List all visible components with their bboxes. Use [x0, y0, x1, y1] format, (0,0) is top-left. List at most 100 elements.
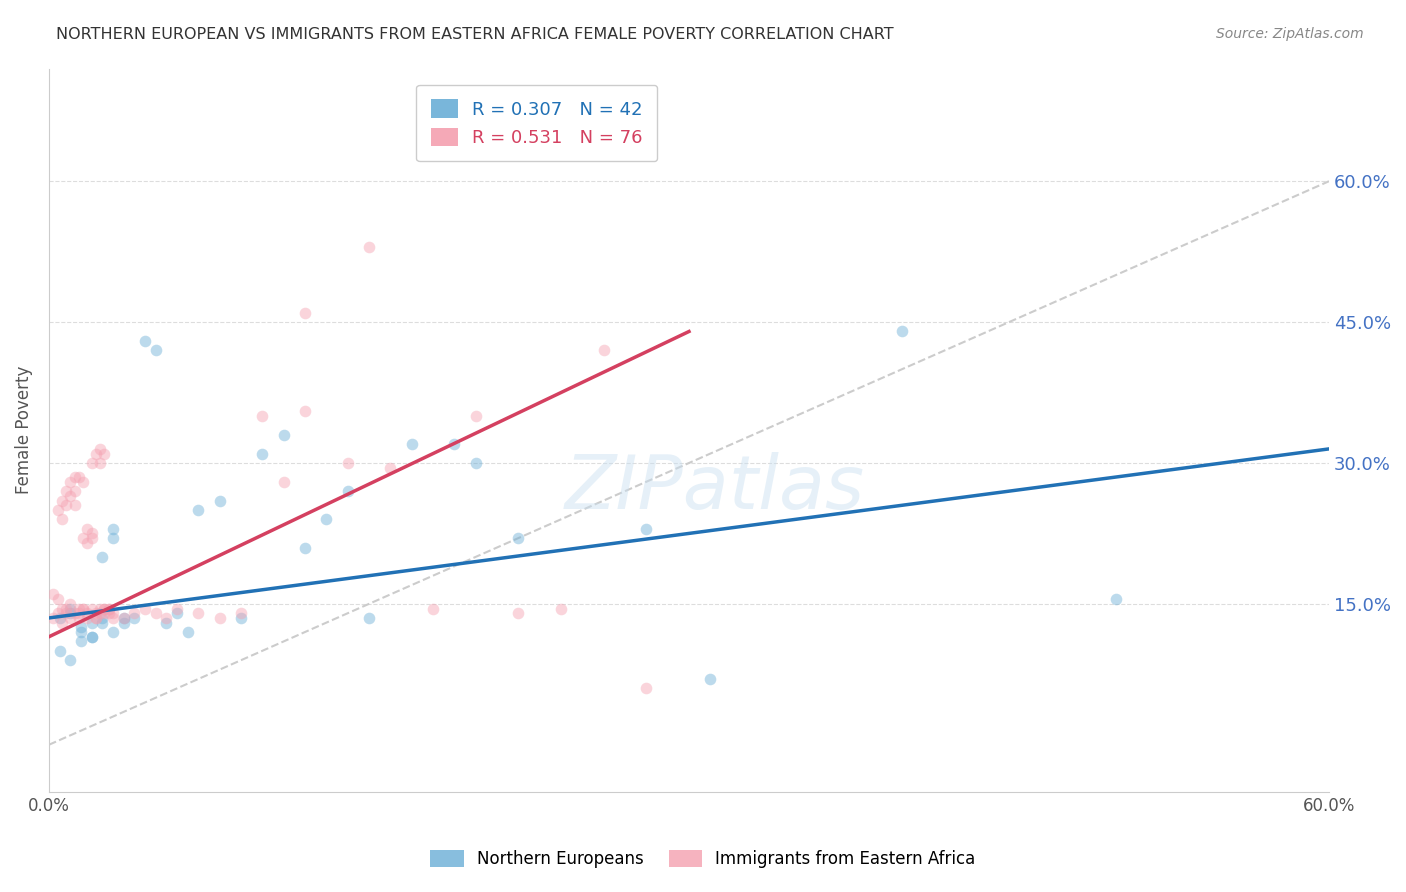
Point	[101, 607, 124, 621]
Point	[699, 672, 721, 686]
Y-axis label: Female Poverty: Female Poverty	[15, 366, 32, 494]
Point	[84, 607, 107, 621]
Point	[229, 611, 252, 625]
Point	[46, 503, 69, 517]
Point	[336, 456, 359, 470]
Point	[357, 611, 380, 625]
Point	[187, 607, 209, 621]
Point	[89, 456, 111, 470]
Point	[72, 601, 94, 615]
Point	[46, 607, 69, 621]
Point	[273, 475, 295, 489]
Point	[443, 437, 465, 451]
Point	[294, 404, 316, 418]
Point	[91, 549, 114, 564]
Point	[273, 427, 295, 442]
Point	[55, 601, 77, 615]
Point	[93, 607, 115, 621]
Point	[134, 601, 156, 615]
Point	[166, 601, 188, 615]
Point	[76, 611, 98, 625]
Point	[124, 611, 146, 625]
Point	[145, 343, 167, 358]
Point	[80, 456, 103, 470]
Point	[155, 611, 177, 625]
Point	[80, 531, 103, 545]
Point	[636, 681, 658, 696]
Point	[97, 601, 120, 615]
Point	[72, 531, 94, 545]
Point	[59, 475, 82, 489]
Point	[72, 475, 94, 489]
Point	[51, 615, 73, 630]
Point	[89, 607, 111, 621]
Point	[101, 522, 124, 536]
Point	[76, 607, 98, 621]
Point	[636, 522, 658, 536]
Point	[294, 306, 316, 320]
Point	[59, 607, 82, 621]
Point	[55, 484, 77, 499]
Point	[101, 531, 124, 545]
Point	[67, 607, 90, 621]
Point	[145, 607, 167, 621]
Point	[80, 601, 103, 615]
Point	[42, 587, 65, 601]
Point	[891, 325, 914, 339]
Point	[101, 611, 124, 625]
Point	[464, 456, 486, 470]
Point	[55, 607, 77, 621]
Text: NORTHERN EUROPEAN VS IMMIGRANTS FROM EASTERN AFRICA FEMALE POVERTY CORRELATION C: NORTHERN EUROPEAN VS IMMIGRANTS FROM EAS…	[56, 27, 894, 42]
Point	[91, 611, 114, 625]
Point	[59, 611, 82, 625]
Point	[252, 409, 274, 423]
Point	[1105, 592, 1128, 607]
Point	[70, 634, 93, 648]
Point	[46, 592, 69, 607]
Point	[63, 470, 86, 484]
Point	[84, 611, 107, 625]
Point	[51, 493, 73, 508]
Point	[229, 607, 252, 621]
Point	[59, 597, 82, 611]
Point	[48, 611, 70, 625]
Point	[59, 489, 82, 503]
Point	[464, 409, 486, 423]
Text: ZIPatlas: ZIPatlas	[565, 452, 865, 524]
Point	[89, 601, 111, 615]
Point	[112, 611, 135, 625]
Point	[208, 611, 231, 625]
Point	[84, 611, 107, 625]
Point	[63, 607, 86, 621]
Point	[80, 630, 103, 644]
Point	[401, 437, 423, 451]
Point	[166, 607, 188, 621]
Point	[80, 526, 103, 541]
Point	[124, 607, 146, 621]
Point	[97, 601, 120, 615]
Point	[70, 625, 93, 640]
Point	[93, 601, 115, 615]
Point	[155, 615, 177, 630]
Point	[84, 447, 107, 461]
Point	[89, 442, 111, 456]
Point	[63, 484, 86, 499]
Point	[51, 601, 73, 615]
Point	[93, 601, 115, 615]
Point	[70, 620, 93, 634]
Point	[134, 334, 156, 348]
Point	[508, 607, 530, 621]
Text: Source: ZipAtlas.com: Source: ZipAtlas.com	[1216, 27, 1364, 41]
Point	[294, 541, 316, 555]
Point	[592, 343, 614, 358]
Point	[67, 470, 90, 484]
Point	[176, 625, 198, 640]
Point	[80, 630, 103, 644]
Point	[67, 611, 90, 625]
Point	[357, 240, 380, 254]
Point	[208, 493, 231, 508]
Point	[63, 498, 86, 512]
Point	[508, 531, 530, 545]
Point	[76, 536, 98, 550]
Point	[252, 447, 274, 461]
